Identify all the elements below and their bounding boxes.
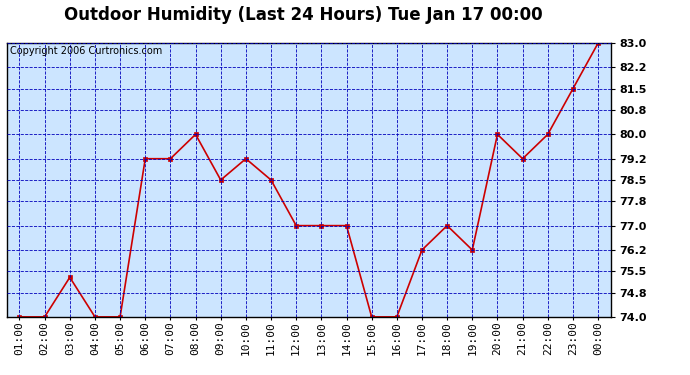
Text: Copyright 2006 Curtronics.com: Copyright 2006 Curtronics.com <box>10 46 162 56</box>
Text: Outdoor Humidity (Last 24 Hours) Tue Jan 17 00:00: Outdoor Humidity (Last 24 Hours) Tue Jan… <box>64 6 543 24</box>
